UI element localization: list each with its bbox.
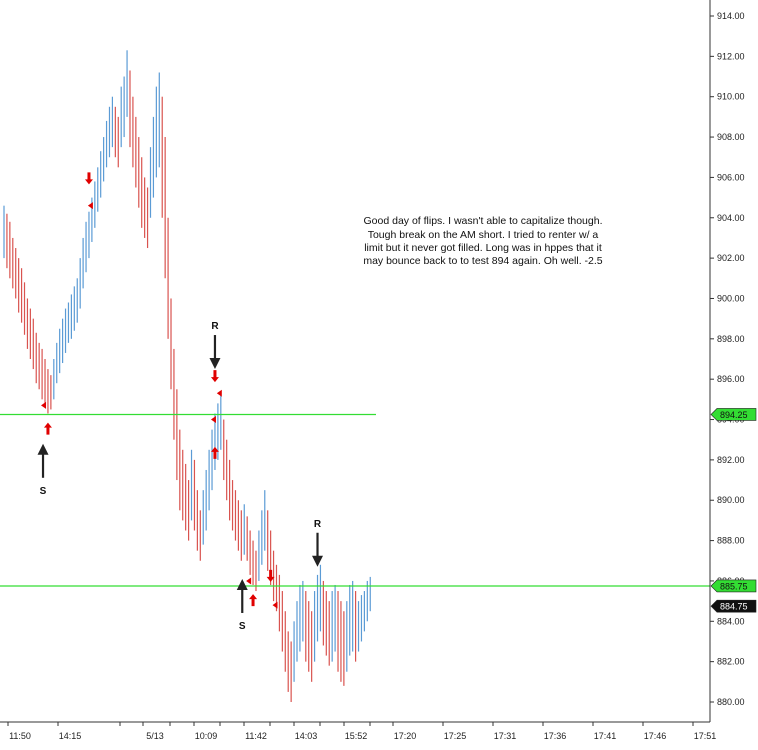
y-tick-label: 884.00 (717, 616, 745, 626)
signal-arrow-head (209, 358, 221, 370)
annotation-line-1: Good day of flips. I wasn't able to capi… (364, 215, 603, 227)
trade-arrow-left (210, 416, 216, 424)
signal-label: S (40, 486, 47, 497)
x-tick-label: 10:09 (195, 731, 218, 741)
price-tag: 885.75 (710, 579, 757, 593)
y-tick-label: 914.00 (717, 11, 745, 21)
x-tick-label: 17:20 (394, 731, 417, 741)
y-tick-label: 896.00 (717, 374, 745, 384)
signal-R: R (312, 519, 324, 567)
price-bars (3, 50, 371, 702)
trade-arrow-up (43, 422, 52, 435)
trade-arrow-left (272, 601, 278, 609)
x-tick-label: 17:51 (694, 731, 717, 741)
x-tick-label: 17:25 (444, 731, 467, 741)
horizontal-levels (0, 413, 710, 587)
price-tag: 884.75 (710, 599, 757, 613)
x-tick-label: 11:42 (245, 731, 267, 741)
price-tags: 894.25 885.75 884.75 (710, 408, 757, 613)
y-tick-label: 898.00 (717, 334, 745, 344)
y-tick-label: 906.00 (717, 172, 745, 182)
signal-label: R (314, 519, 322, 530)
trade-arrow-down (210, 370, 219, 383)
y-tick-label: 888.00 (717, 536, 745, 546)
x-tick-label: 17:46 (644, 731, 667, 741)
x-tick-label: 11:50 (9, 731, 31, 741)
y-tick-label: 890.00 (717, 495, 745, 505)
signal-label: R (211, 321, 219, 332)
y-tick-label: 900.00 (717, 293, 745, 303)
x-tick-label: 15:52 (345, 731, 368, 741)
signal-arrow-head (312, 555, 324, 567)
x-tick-label: 5/13 (146, 731, 164, 741)
trade-arrow-left (41, 401, 47, 409)
price-tag-label: 885.75 (720, 581, 748, 591)
x-axis: 11:50 14:15 5/13 10:09 11:42 14:03 15:52 17:20 1… (0, 721, 717, 741)
y-tick-label: 882.00 (717, 657, 745, 667)
signal-arrow-head (236, 578, 248, 590)
signal-label: S (239, 621, 246, 632)
x-tick-label: 17:31 (494, 731, 517, 741)
price-tag: 894.25 (710, 408, 757, 421)
signal-R: R (209, 321, 221, 370)
x-tick-label: 17:36 (544, 731, 567, 741)
trade-arrow-left (87, 202, 93, 210)
y-axis: 914.00 912.00 910.00 908.00 906.00 904.00 902.… (709, 0, 745, 722)
y-tick-label: 880.00 (717, 697, 745, 707)
x-tick-label: 17:41 (594, 731, 617, 741)
y-tick-label: 910.00 (717, 92, 745, 102)
annotation-line-4: may bounce back to to test 894 again. Oh… (363, 255, 602, 267)
y-tick-label: 904.00 (717, 213, 745, 223)
signal-S: S (236, 578, 248, 632)
signal-arrow-head (37, 443, 49, 455)
x-tick-label: 14:15 (59, 731, 82, 741)
trade-arrow-down (84, 172, 93, 185)
price-tag-box (710, 408, 757, 421)
trade-arrows (41, 172, 278, 609)
trade-arrow-down (266, 569, 275, 582)
trade-arrow-up (210, 446, 219, 459)
annotation-note: Good day of flips. I wasn't able to capi… (363, 215, 602, 267)
trade-arrow-left (246, 577, 252, 585)
y-tick-label: 892.00 (717, 455, 745, 465)
y-tick-label: 902.00 (717, 253, 745, 263)
price-tag-label: 894.25 (720, 410, 748, 420)
trade-arrow-up (249, 594, 258, 607)
price-tag-box (710, 599, 757, 613)
signal-S: S (37, 443, 49, 497)
annotation-line-2: Tough break on the AM short. I tried to … (368, 229, 599, 241)
y-tick-label: 912.00 (717, 51, 745, 61)
y-tick-label: 908.00 (717, 132, 745, 142)
signal-markers: S R S R (37, 321, 324, 632)
price-tag-label: 884.75 (720, 602, 748, 612)
x-tick-label: 14:03 (295, 731, 318, 741)
annotation-line-3: limit but it never got filled. Long was … (364, 242, 602, 254)
price-tag-box (710, 579, 757, 593)
trade-arrow-left (216, 389, 222, 397)
